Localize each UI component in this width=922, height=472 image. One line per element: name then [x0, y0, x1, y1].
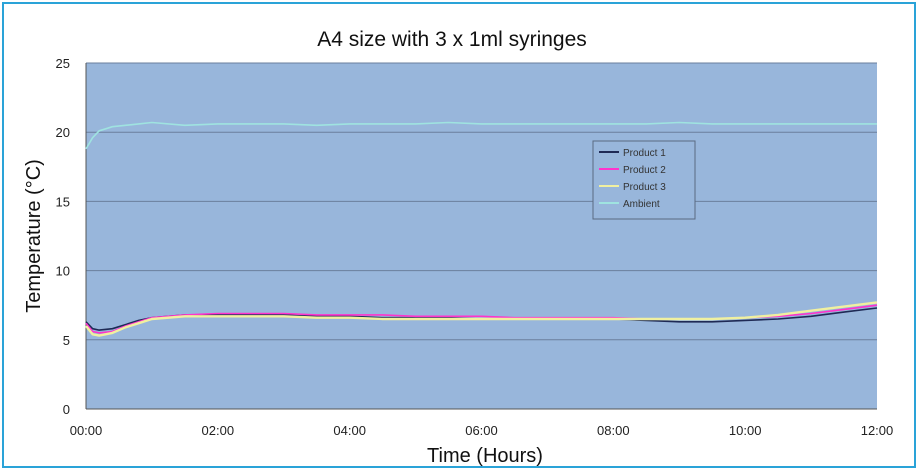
plot-area: [86, 63, 877, 409]
series-line-product-1: [85, 307, 878, 331]
x-tick-label: 08:00: [597, 423, 630, 438]
y-tick-label: 25: [56, 56, 70, 71]
x-axis-title: Time (Hours): [427, 445, 543, 467]
y-axis-title: Temperature (°C): [23, 159, 45, 313]
series-line-product-3: [85, 301, 878, 337]
x-tick-label: 04:00: [333, 423, 366, 438]
x-axis-ticks: 00:00 02:00 04:00 06:00 08:00 10:00 12:00: [70, 423, 894, 438]
y-tick-label: 5: [63, 333, 70, 348]
x-tick-label: 10:00: [729, 423, 762, 438]
y-tick-label: 15: [56, 194, 70, 209]
x-tick-label: 12:00: [861, 423, 894, 438]
series-line-ambient: [85, 121, 877, 150]
legend-box: [592, 140, 696, 220]
x-tick-label: 02:00: [202, 423, 235, 438]
legend-label: Product 2: [623, 165, 666, 176]
legend: Product 1 Product 2 Product 3 Ambient: [592, 140, 696, 220]
y-tick-label: 20: [56, 125, 70, 140]
series-lines: [85, 121, 878, 337]
legend-label: Product 1: [623, 148, 666, 159]
legend-label: Ambient: [623, 199, 660, 210]
legend-label: Product 3: [623, 182, 666, 193]
y-tick-label: 0: [63, 402, 70, 417]
y-tick-label: 10: [56, 264, 70, 279]
chart-title: A4 size with 3 x 1ml syringes: [317, 28, 587, 51]
grid-lines: [85, 62, 877, 410]
y-axis-ticks: 0 5 10 15 20 25: [56, 56, 70, 417]
x-tick-label: 06:00: [465, 423, 498, 438]
x-tick-label: 00:00: [70, 423, 103, 438]
